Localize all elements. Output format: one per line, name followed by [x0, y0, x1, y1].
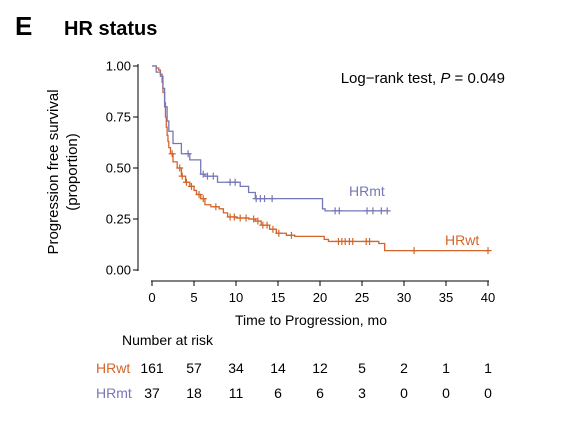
hrwt-risk-count: 34 — [228, 360, 244, 376]
hrwt-censor-mark — [349, 237, 357, 245]
hrwt-censor-mark — [212, 203, 220, 211]
hrmt-censor-mark — [231, 178, 239, 186]
y-axis-label-line-2: (proportion) — [64, 133, 81, 211]
hrmt-risk-count: 3 — [358, 385, 366, 401]
hrmt-risk-count: 6 — [316, 385, 324, 401]
hrmt-censor-mark — [268, 195, 276, 203]
x-tick-label: 20 — [313, 290, 327, 305]
hrwt-censor-mark — [242, 214, 250, 222]
hrwt-risk-count: 1 — [484, 360, 492, 376]
hrwt-censor-mark — [176, 164, 184, 172]
hrmt-censor-mark — [369, 207, 377, 215]
hrwt-censor-mark — [366, 237, 374, 245]
hrwt-censor-mark — [195, 191, 203, 199]
hrmt-censor-mark — [209, 172, 217, 180]
chart-title: HR status — [64, 18, 157, 40]
hrwt-curve — [152, 65, 488, 252]
hrmt-censor-mark — [363, 207, 371, 215]
hrmt-risk-count: 6 — [274, 385, 282, 401]
hrwt-censor-mark — [168, 150, 176, 158]
y-tick-label: 0.25 — [106, 212, 131, 227]
x-tick-label: 40 — [481, 290, 495, 305]
hrmt-censor-mark — [199, 170, 207, 178]
hrmt-series-label: HRmt — [349, 183, 385, 199]
hrwt-censor-mark — [236, 214, 244, 222]
hrwt-censor-mark — [254, 217, 262, 225]
hrwt-censor-mark — [187, 182, 195, 190]
y-tick-label: 0.75 — [106, 110, 131, 125]
hrwt-censor-mark — [178, 172, 186, 180]
hrwt-series-label: HRwt — [445, 232, 479, 248]
hrwt-censor-mark — [230, 213, 238, 221]
logrank-p-symbol: P — [440, 70, 450, 87]
logrank-suffix: = 0.049 — [450, 70, 505, 87]
series-labels: HRwt HRmt — [349, 183, 479, 248]
x-tick-label: 0 — [148, 290, 155, 305]
hrwt-censor-mark — [182, 178, 190, 186]
x-tick-label: 5 — [190, 290, 197, 305]
hrmt-censor-mark — [383, 207, 391, 215]
hrwt-risk-count: 161 — [140, 360, 164, 376]
x-tick-label: 10 — [229, 290, 243, 305]
risk-table-title: Number at risk — [122, 332, 214, 348]
hrwt-risk-count: 12 — [312, 360, 328, 376]
hrmt-risk-name: HRmt — [96, 385, 132, 401]
hrmt-censor-mark — [203, 172, 211, 180]
hrwt-censor-mark — [250, 215, 258, 223]
hrwt-censor-mark — [287, 231, 295, 239]
x-axis-label: Time to Progression, mo — [235, 312, 387, 328]
hrwt-censor-mark — [263, 221, 271, 229]
y-axis-label-line-1: Progression free survival — [45, 89, 62, 254]
hrmt-curve — [152, 65, 388, 212]
hrmt-risk-count: 18 — [186, 385, 202, 401]
y-tick-label: 0.50 — [106, 161, 131, 176]
hrmt-censor-mark — [184, 150, 192, 158]
survival-curves — [152, 65, 492, 255]
hrmt-risk-count: 0 — [400, 385, 408, 401]
hrmt-risk-count: 11 — [229, 385, 244, 401]
hrwt-risk-count: 57 — [186, 360, 202, 376]
x-tick-label: 35 — [439, 290, 453, 305]
hrwt-risk-count: 1 — [442, 360, 450, 376]
hrmt-risk-count: 37 — [144, 385, 160, 401]
hrwt-censor-mark — [269, 225, 277, 233]
axes: 0.00 0.25 0.50 0.75 1.00 0 5 10 15 20 25 30 35 40 — [106, 59, 496, 306]
logrank-annotation: Log−rank test, P = 0.049 — [341, 70, 505, 87]
hrmt-censor-mark — [377, 207, 385, 215]
x-tick-label: 15 — [271, 290, 285, 305]
x-tick-label: 30 — [397, 290, 411, 305]
y-axis-label: Progression free survival (proportion) — [45, 89, 81, 254]
hrwt-risk-count: 2 — [400, 360, 408, 376]
hrmt-risk-count: 0 — [484, 385, 492, 401]
hrwt-risk-name: HRwt — [96, 360, 130, 376]
hrwt-risk-count: 14 — [270, 360, 286, 376]
x-tick-label: 25 — [355, 290, 369, 305]
hrwt-censor-mark — [410, 247, 418, 255]
hrwt-censor-mark — [484, 247, 492, 255]
logrank-prefix: Log−rank test, — [341, 70, 441, 87]
y-tick-label: 1.00 — [106, 59, 131, 74]
panel-letter: E — [15, 11, 32, 41]
hrwt-risk-count: 5 — [358, 360, 366, 376]
hrwt-censor-mark — [199, 195, 207, 203]
hrmt-censor-mark — [261, 195, 269, 203]
hrmt-censor-mark — [335, 207, 343, 215]
hrwt-censor-mark — [275, 229, 283, 237]
hrmt-risk-count: 0 — [442, 385, 450, 401]
y-tick-label: 0.00 — [106, 263, 131, 278]
